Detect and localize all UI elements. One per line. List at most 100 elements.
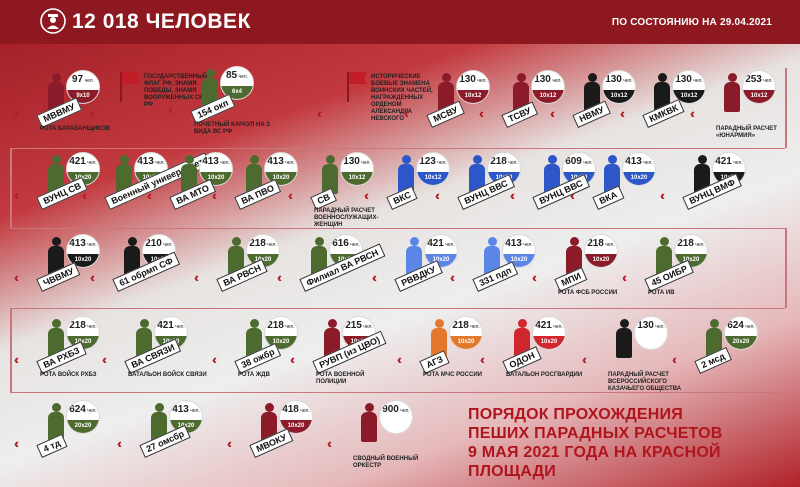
unit-caption: РОТА ФСБ РОССИИ xyxy=(558,290,618,296)
direction-chevron-icon: ‹‹‹ xyxy=(582,352,587,367)
row-divider xyxy=(10,392,785,393)
headcount-value: 421 чел. xyxy=(427,238,455,249)
headcount-badge: 624 чел. 20x20 xyxy=(724,316,758,350)
headcount-value: 413 чел. xyxy=(172,404,200,415)
total-count-title: 12 018 ЧЕЛОВЕК xyxy=(72,10,251,33)
direction-chevron-icon: ‹‹‹ xyxy=(117,436,122,451)
unit-label: МПИ xyxy=(554,266,588,292)
direction-chevron-icon: ‹‹‹ xyxy=(14,352,19,367)
unit-caption: ПОЧЕТНЫЙ КАРАУЛ НА 3 ВИДА ВС РФ xyxy=(194,122,270,135)
row-divider xyxy=(10,148,785,149)
banner-flag-icon xyxy=(347,72,371,102)
headcount-value: 418 чел. xyxy=(282,404,310,415)
unit-caption: РОТА ЖДВ xyxy=(238,372,270,378)
headcount-value: 130 чел. xyxy=(534,74,562,85)
unit-caption: БАТАЛЬОН РОСГВАРДИИ xyxy=(506,372,583,378)
direction-chevron-icon: ‹‹‹ xyxy=(327,436,332,451)
headcount-value: 413 чел. xyxy=(505,238,533,249)
headcount-value: 130 чел. xyxy=(637,320,665,331)
headcount-badge: 123 чел. 10x12 xyxy=(416,152,450,186)
unit-caption: РОТА ВОЙСК РХБЗ xyxy=(40,372,97,378)
page-title: ПОРЯДОК ПРОХОЖДЕНИЯ ПЕШИХ ПАРАДНЫХ РАСЧЕ… xyxy=(468,405,800,481)
soldier-figure-icon xyxy=(724,73,740,112)
headcount-badge: 218 чел. 10x20 xyxy=(449,316,483,350)
direction-chevron-icon: ‹‹‹ xyxy=(102,352,107,367)
direction-chevron-icon: ‹‹‹ xyxy=(212,188,217,203)
headcount-value: 218 чел. xyxy=(452,320,480,331)
headcount-badge: 130 чел. 10x12 xyxy=(340,152,374,186)
row-connector xyxy=(10,308,12,392)
headcount-value: 609 чел. xyxy=(565,156,593,167)
direction-chevron-icon: ‹‹‹ xyxy=(364,188,369,203)
direction-chevron-icon: ‹‹‹ xyxy=(14,436,19,451)
headcount-value: 624 чел. xyxy=(727,320,755,331)
headcount-badge: 900 чел. xyxy=(379,400,413,434)
as-of-date: ПО СОСТОЯНИЮ НА 29.04.2021 xyxy=(611,17,772,28)
headcount-value: 130 чел. xyxy=(459,74,487,85)
headcount-value: 130 чел. xyxy=(605,74,633,85)
headcount-value: 413 чел. xyxy=(69,238,97,249)
direction-chevron-icon: ‹‹‹ xyxy=(404,106,409,121)
direction-chevron-icon: ‹‹‹ xyxy=(480,352,485,367)
headcount-value: 85 чел. xyxy=(225,70,249,81)
headcount-badge: 253 чел. 10x12 xyxy=(742,70,776,104)
headcount-badge: 130 чел. 10x12 xyxy=(672,70,706,104)
headcount-badge: 413 чел.10x20 xyxy=(199,152,233,186)
headcount-value: 130 чел. xyxy=(675,74,703,85)
headcount-value: 215 чел. xyxy=(345,320,373,331)
formation-value: 10x12 xyxy=(603,90,635,103)
headcount-value: 253 чел. xyxy=(745,74,773,85)
headcount-badge: 130 чел. 10x12 xyxy=(456,70,490,104)
direction-chevron-icon: ‹‹‹ xyxy=(227,436,232,451)
unit-label: ВА СВЯЗИ xyxy=(124,338,182,374)
unit-caption: ГОСУДАРСТВЕННЫЙ ФЛАГ РФ, ЗНАМЯ ПОБЕДЫ, З… xyxy=(144,74,208,108)
unit-caption: ПАРАДНЫЙ РАСЧЕТ ВОЕННОСЛУЖАЩИХ-ЖЕНЩИН xyxy=(314,208,379,228)
direction-chevron-icon: ‹‹‹ xyxy=(672,352,677,367)
headcount-badge: 130 чел. 10x12 xyxy=(531,70,565,104)
direction-chevron-icon: ‹‹‹ xyxy=(450,270,455,285)
direction-chevron-icon: ‹‹‹ xyxy=(14,188,19,203)
headcount-value: 421 чел. xyxy=(157,320,185,331)
title-line: 9 МАЯ 2021 ГОДА НА КРАСНОЙ ПЛОЩАДИ xyxy=(468,444,721,480)
unit-caption: ПАРАДНЫЙ РАСЧЕТ «ЮНАРМИЯ» xyxy=(716,126,777,139)
soldier-icon xyxy=(40,8,66,34)
row-connector xyxy=(785,228,787,308)
headcount-value: 218 чел. xyxy=(69,320,97,331)
direction-chevron-icon: ‹‹‹ xyxy=(212,352,217,367)
formation-value: 10x20 xyxy=(623,172,655,185)
formation-value: 10x12 xyxy=(673,90,705,103)
header-bar: 12 018 ЧЕЛОВЕК ПО СОСТОЯНИЮ НА 29.04.202… xyxy=(0,0,800,44)
headcount-value: 616 чел. xyxy=(332,238,360,249)
direction-chevron-icon: ‹‹‹ xyxy=(532,270,537,285)
direction-chevron-icon: ‹‹‹ xyxy=(194,270,199,285)
direction-chevron-icon: ‹‹‹ xyxy=(510,188,515,203)
direction-chevron-icon: ‹‹‹ xyxy=(14,106,19,121)
headcount-value: 900 чел. xyxy=(382,404,410,415)
formation-value: 10x12 xyxy=(743,90,775,103)
headcount-badge: 413 чел.10x20 xyxy=(622,152,656,186)
row-divider xyxy=(10,308,785,309)
direction-chevron-icon: ‹‹‹ xyxy=(372,270,377,285)
unit-caption: БАТАЛЬОН ВОЙСК СВЯЗИ xyxy=(128,372,207,378)
formation-value: 10x12 xyxy=(417,172,449,185)
direction-chevron-icon: ‹‹‹ xyxy=(147,188,152,203)
direction-chevron-icon: ‹‹‹ xyxy=(288,188,293,203)
headcount-value: 97 чел. xyxy=(71,74,95,85)
banner-flag-icon xyxy=(120,72,144,102)
soldier-figure-icon xyxy=(361,403,377,442)
headcount-value: 624 чел. xyxy=(69,404,97,415)
direction-chevron-icon: ‹‹‹ xyxy=(168,102,173,117)
title-line: ПОРЯДОК ПРОХОЖДЕНИЯ xyxy=(468,406,683,423)
headcount-value: 123 чел. xyxy=(419,156,447,167)
unit-caption: СВОДНЫЙ ВОЕННЫЙ ОРКЕСТР xyxy=(353,456,419,469)
headcount-value: 413 чел. xyxy=(202,156,230,167)
row-connector xyxy=(10,148,12,228)
unit-caption: ПАРАДНЫЙ РАСЧЕТ ВСЕРОССИЙСКОГО КАЗАЧЬЕГО… xyxy=(608,372,682,392)
unit-caption: РОТА ВОЕННОЙ ПОЛИЦИИ xyxy=(316,372,365,385)
direction-chevron-icon: ‹‹‹ xyxy=(397,352,402,367)
unit-label: ВУНЦ ВВС xyxy=(532,174,590,210)
formation-value: 20x20 xyxy=(67,420,99,433)
direction-chevron-icon: ‹‹‹ xyxy=(479,106,484,121)
headcount-badge: 624 чел. 20x20 xyxy=(66,400,100,434)
formation-value: 10x20 xyxy=(533,336,565,349)
